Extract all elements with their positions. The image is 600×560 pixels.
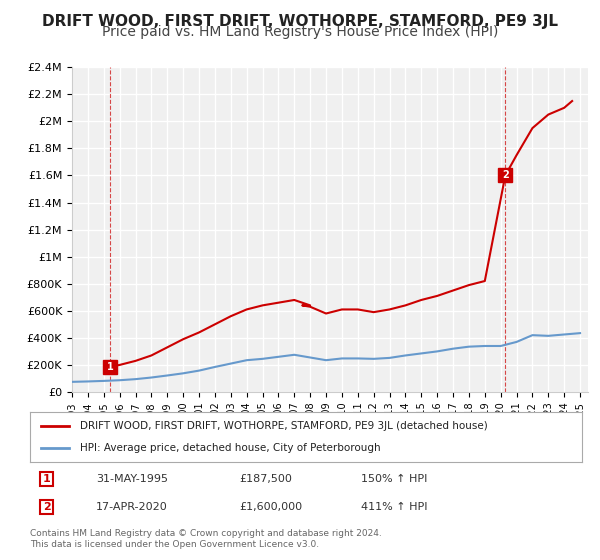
Text: 2: 2	[43, 502, 50, 512]
Text: DRIFT WOOD, FIRST DRIFT, WOTHORPE, STAMFORD, PE9 3JL (detached house): DRIFT WOOD, FIRST DRIFT, WOTHORPE, STAMF…	[80, 421, 487, 431]
Text: 31-MAY-1995: 31-MAY-1995	[96, 474, 168, 484]
Text: 150% ↑ HPI: 150% ↑ HPI	[361, 474, 428, 484]
Text: 2: 2	[502, 170, 509, 180]
Text: HPI: Average price, detached house, City of Peterborough: HPI: Average price, detached house, City…	[80, 443, 380, 453]
Text: 411% ↑ HPI: 411% ↑ HPI	[361, 502, 428, 512]
Text: £187,500: £187,500	[240, 474, 293, 484]
Text: Contains HM Land Registry data © Crown copyright and database right 2024.
This d: Contains HM Land Registry data © Crown c…	[30, 529, 382, 549]
Text: 1: 1	[107, 362, 114, 372]
Text: DRIFT WOOD, FIRST DRIFT, WOTHORPE, STAMFORD, PE9 3JL: DRIFT WOOD, FIRST DRIFT, WOTHORPE, STAMF…	[42, 14, 558, 29]
Text: 17-APR-2020: 17-APR-2020	[96, 502, 168, 512]
Text: £1,600,000: £1,600,000	[240, 502, 303, 512]
Text: 1: 1	[43, 474, 50, 484]
Text: Price paid vs. HM Land Registry's House Price Index (HPI): Price paid vs. HM Land Registry's House …	[102, 25, 498, 39]
